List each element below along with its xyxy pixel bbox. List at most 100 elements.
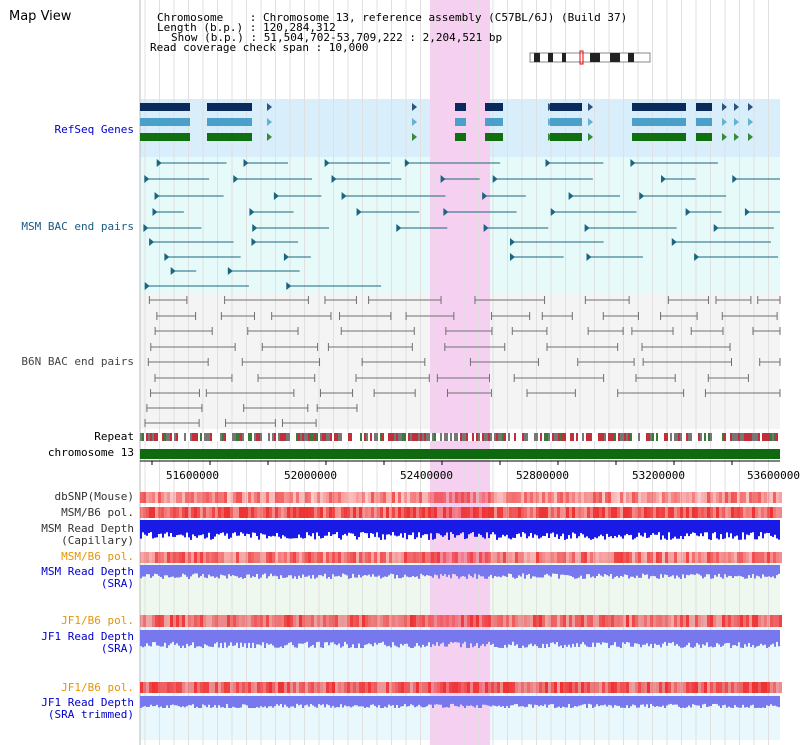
heat-cell — [257, 615, 260, 627]
depth-bar — [730, 630, 732, 648]
heat-cell — [578, 552, 581, 563]
depth-bar — [372, 630, 374, 647]
gene-feature — [207, 118, 252, 126]
heat-cell — [377, 552, 380, 563]
ideogram-band — [610, 53, 620, 62]
heat-cell — [479, 615, 482, 627]
depth-bar — [764, 565, 766, 577]
heat-cell — [413, 492, 416, 503]
depth-bar — [140, 696, 142, 708]
depth-bar — [436, 520, 438, 534]
depth-bar — [636, 565, 638, 576]
depth-bar — [232, 630, 234, 646]
repeat-segment — [336, 433, 338, 441]
heat-cell — [161, 615, 164, 627]
heat-cell — [227, 492, 230, 503]
heat-cell — [587, 507, 590, 518]
depth-bar — [178, 520, 180, 535]
heat-cell — [593, 615, 596, 627]
repeat-segment — [164, 433, 166, 441]
heat-cell — [602, 682, 605, 693]
repeat-segment — [718, 433, 720, 441]
heat-cell — [362, 682, 365, 693]
ideogram-band — [590, 53, 600, 62]
heat-cell — [443, 682, 446, 693]
repeat-segment — [698, 433, 700, 441]
depth-bar — [596, 565, 598, 576]
heat-cell — [680, 615, 683, 627]
depth-bar — [326, 520, 328, 536]
depth-bar — [154, 696, 156, 707]
heat-cell — [323, 552, 326, 563]
depth-bar — [556, 696, 558, 708]
depth-bar — [522, 696, 524, 707]
heat-cell — [332, 552, 335, 563]
depth-bar — [408, 696, 410, 707]
depth-bar — [544, 565, 546, 575]
depth-bar — [366, 520, 368, 534]
repeat-segment — [292, 433, 294, 441]
heat-cell — [632, 507, 635, 518]
depth-bar — [736, 630, 738, 647]
depth-bar — [190, 520, 192, 540]
repeat-segment — [254, 433, 256, 441]
depth-bar — [570, 565, 572, 577]
heat-cell — [461, 552, 464, 563]
heat-cell — [227, 615, 230, 627]
heat-cell — [236, 492, 239, 503]
heat-cell — [575, 682, 578, 693]
repeat-segment — [676, 433, 678, 441]
depth-bar — [252, 520, 254, 533]
heat-cell — [353, 507, 356, 518]
heat-cell — [437, 682, 440, 693]
depth-bar — [374, 630, 376, 643]
depth-bar — [730, 565, 732, 577]
repeat-segment — [450, 433, 452, 441]
repeat-segment — [376, 433, 378, 441]
heat-cell — [776, 682, 779, 693]
depth-bar — [580, 520, 582, 534]
depth-bar — [214, 565, 216, 578]
heat-cell — [212, 507, 215, 518]
heat-cell — [539, 507, 542, 518]
depth-bar — [624, 696, 626, 708]
depth-bar — [692, 565, 694, 575]
repeat-segment — [642, 433, 644, 441]
depth-bar — [142, 565, 144, 577]
depth-bar — [486, 630, 488, 645]
heat-cell — [596, 492, 599, 503]
repeat-segment — [338, 433, 340, 441]
length-info: Length (b.p.) : 120,284,312 — [157, 21, 336, 34]
heat-cell — [281, 615, 284, 627]
repeat-segment — [650, 433, 652, 441]
repeat-segment — [438, 433, 440, 441]
depth-bar — [340, 630, 342, 648]
heat-cell — [239, 507, 242, 518]
heat-cell — [239, 492, 242, 503]
depth-bar — [150, 565, 152, 578]
repeat-segment — [370, 433, 372, 441]
depth-bar — [450, 696, 452, 705]
depth-bar — [246, 565, 248, 575]
heat-cell — [401, 615, 404, 627]
depth-bar — [160, 520, 162, 534]
heat-cell — [710, 492, 713, 503]
repeat-segment — [564, 433, 566, 441]
depth-bar — [668, 696, 670, 705]
depth-bar — [758, 565, 760, 577]
depth-bar — [618, 520, 620, 535]
depth-bar — [776, 696, 778, 707]
heat-cell — [470, 507, 473, 518]
heat-cell — [572, 492, 575, 503]
heat-cell — [425, 682, 428, 693]
depth-bar — [322, 565, 324, 577]
heat-cell — [647, 507, 650, 518]
depth-bar — [738, 565, 740, 576]
depth-bar — [406, 565, 408, 577]
depth-bar — [250, 630, 252, 648]
depth-bar — [732, 565, 734, 578]
heat-cell — [185, 552, 188, 563]
depth-bar — [728, 696, 730, 707]
depth-bar — [538, 630, 540, 648]
